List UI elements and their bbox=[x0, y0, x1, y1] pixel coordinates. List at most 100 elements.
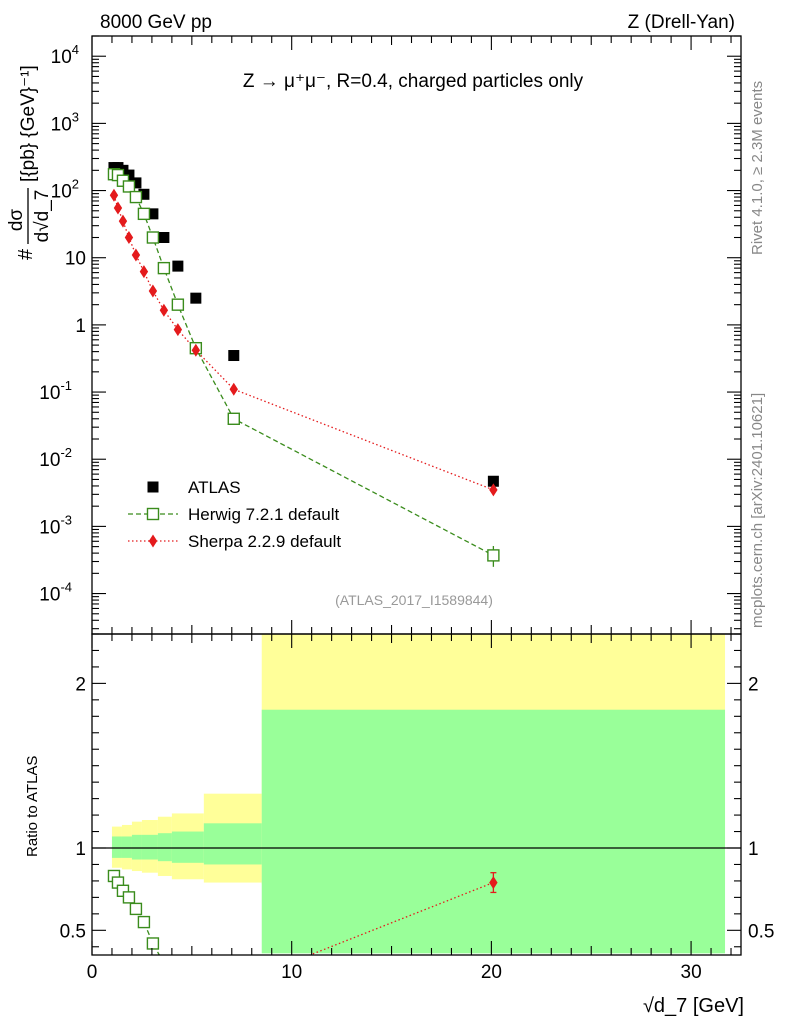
y-tick-label: 10 bbox=[65, 249, 86, 270]
atlas-point bbox=[138, 188, 150, 200]
ratio-y-tick-label-right: 2 bbox=[748, 674, 759, 695]
legend-label: Sherpa 2.2.9 default bbox=[188, 532, 341, 551]
ratio-y-axis-label: Ratio to ATLAS bbox=[24, 756, 41, 857]
sherpa-2-2-9-default-ratio-point bbox=[489, 876, 498, 890]
herwig-7-2-1-default-point bbox=[171, 298, 185, 311]
ratio-uncertainty-bands bbox=[111, 634, 726, 954]
y-tick-exponent: -1 bbox=[60, 378, 72, 393]
rivet-version-label: Rivet 4.1.0, ≥ 2.3M events bbox=[749, 81, 766, 255]
ratio-y-tick-label: 0.5 bbox=[60, 921, 86, 942]
y-tick-exponent: 3 bbox=[72, 109, 79, 124]
sherpa-2-2-9-default-point bbox=[139, 265, 149, 279]
main-y-axis-label: # dσ d√d_7 [{pb} {GeV}⁻¹] bbox=[6, 65, 53, 260]
sherpa-2-2-9-default-point bbox=[118, 214, 128, 228]
main-series-markers bbox=[107, 162, 500, 567]
y-tick-exponent: -2 bbox=[60, 445, 72, 460]
reference-label: (ATLAS_2017_I1589844) bbox=[335, 592, 493, 608]
herwig-7-2-1-default-ratio-point bbox=[137, 915, 151, 929]
ratio-y-tick-label-right: 0.5 bbox=[748, 921, 774, 942]
sherpa-2-2-9-default-point bbox=[124, 231, 134, 245]
y-tick-exponent: -3 bbox=[60, 512, 72, 527]
mcplots-credit-label: mcplots.cern.ch [arXiv:2401.10621] bbox=[749, 393, 766, 628]
legend-label: ATLAS bbox=[188, 478, 241, 497]
main-series-lines bbox=[113, 173, 494, 556]
y-tick-base: 1 bbox=[75, 316, 86, 337]
atlas-point bbox=[228, 350, 240, 362]
y-tick-label: 10-4 bbox=[39, 580, 72, 606]
y-label-numerator: dσ bbox=[6, 209, 27, 232]
herwig-7-2-1-default-point bbox=[129, 190, 143, 204]
y-tick-exponent: -4 bbox=[60, 580, 72, 595]
ratio-band-green bbox=[171, 831, 204, 863]
legend-marker bbox=[148, 534, 158, 548]
ratio-y-tick-label: 1 bbox=[75, 839, 86, 860]
y-tick-label: 1 bbox=[75, 316, 86, 337]
legend-item-herwig-7-2-1-default: Herwig 7.2.1 default bbox=[128, 505, 339, 524]
legend-marker bbox=[147, 481, 159, 493]
y-tick-label: 10-1 bbox=[39, 378, 72, 404]
ratio-band-green bbox=[121, 836, 132, 858]
y-tick-base: 10 bbox=[51, 182, 72, 203]
y-tick-label: 102 bbox=[51, 177, 79, 203]
x-tick-label: 30 bbox=[681, 962, 702, 983]
herwig-7-2-1-default-point bbox=[157, 261, 171, 275]
herwig-7-2-1-default-point bbox=[487, 549, 500, 562]
herwig-7-2-1-default-ratio-point bbox=[122, 891, 136, 904]
y-tick-base: 10 bbox=[39, 517, 60, 538]
ratio-panel-frame bbox=[91, 633, 742, 956]
sherpa-2-2-9-default-point bbox=[173, 323, 183, 337]
herwig-7-2-1-default-ratio-point bbox=[158, 958, 169, 969]
y-tick-label: 103 bbox=[51, 109, 79, 135]
herwig-7-2-1-default-point bbox=[227, 412, 240, 425]
y-tick-exponent: 2 bbox=[72, 177, 79, 192]
herwig-7-2-1-default-point bbox=[122, 180, 136, 193]
herwig-7-2-1-default-ratio-point bbox=[146, 937, 160, 950]
x-tick-label: 10 bbox=[281, 962, 302, 983]
x-axis-label: √d_7 [GeV] bbox=[643, 995, 744, 1017]
ratio-band-green bbox=[131, 834, 142, 860]
legend-item-atlas: ATLAS bbox=[147, 478, 241, 497]
legend-marker bbox=[146, 507, 160, 521]
x-tick-label: 0 bbox=[87, 962, 98, 983]
y-tick-base: 10 bbox=[39, 450, 60, 471]
y-tick-base: 10 bbox=[51, 114, 72, 135]
header-left-label: 8000 GeV pp bbox=[100, 12, 212, 33]
herwig-7-2-1-default-point bbox=[137, 207, 151, 221]
atlas-point bbox=[172, 260, 184, 272]
ratio-band-green bbox=[111, 836, 122, 858]
ratio-series-markers bbox=[107, 869, 498, 969]
y-tick-label: 10-2 bbox=[39, 445, 72, 471]
y-tick-base: 10 bbox=[51, 47, 72, 68]
y-label-units: [{pb} {GeV}⁻¹] bbox=[18, 65, 39, 182]
legend: ATLAS Herwig 7.2.1 default Sherpa 2.2.9 de… bbox=[128, 478, 341, 551]
herwig-7-2-1-default-ratio-point bbox=[129, 902, 143, 916]
ratio-y-tick-label-right: 1 bbox=[748, 839, 759, 860]
sherpa-2-2-9-default-point bbox=[191, 343, 201, 357]
main-plot-title: Z → μ⁺μ⁻, R=0.4, charged particles only bbox=[243, 71, 584, 92]
y-tick-label: 10-3 bbox=[39, 512, 72, 538]
ratio-axis-ticks: 0.5 0.51 12 20 10 20 30 bbox=[60, 633, 774, 983]
y-tick-base: 10 bbox=[39, 585, 60, 606]
header-right-label: Z (Drell-Yan) bbox=[628, 12, 735, 33]
atlas-point bbox=[147, 208, 159, 220]
sherpa-2-2-9-default-point bbox=[159, 303, 169, 317]
sherpa-2-2-9-default-point bbox=[489, 483, 498, 497]
sherpa-2-2-9-default-point bbox=[113, 201, 123, 215]
ratio-y-tick-label: 2 bbox=[75, 674, 86, 695]
atlas-point bbox=[130, 177, 142, 189]
atlas-point bbox=[158, 232, 170, 244]
sherpa-2-2-9-default-line bbox=[113, 195, 494, 491]
ratio-band-green bbox=[203, 823, 262, 865]
ratio-band-green bbox=[261, 709, 726, 954]
atlas-point bbox=[190, 292, 202, 304]
ratio-band-green bbox=[157, 833, 172, 862]
y-tick-exponent: 4 bbox=[72, 42, 79, 57]
herwig-7-2-1-default-line bbox=[113, 173, 494, 556]
atlas-point bbox=[487, 475, 499, 487]
x-tick-label: 20 bbox=[481, 962, 502, 983]
y-tick-base: 10 bbox=[65, 249, 86, 270]
sherpa-2-2-9-default-point bbox=[148, 284, 158, 298]
y-tick-base: 10 bbox=[39, 383, 60, 404]
